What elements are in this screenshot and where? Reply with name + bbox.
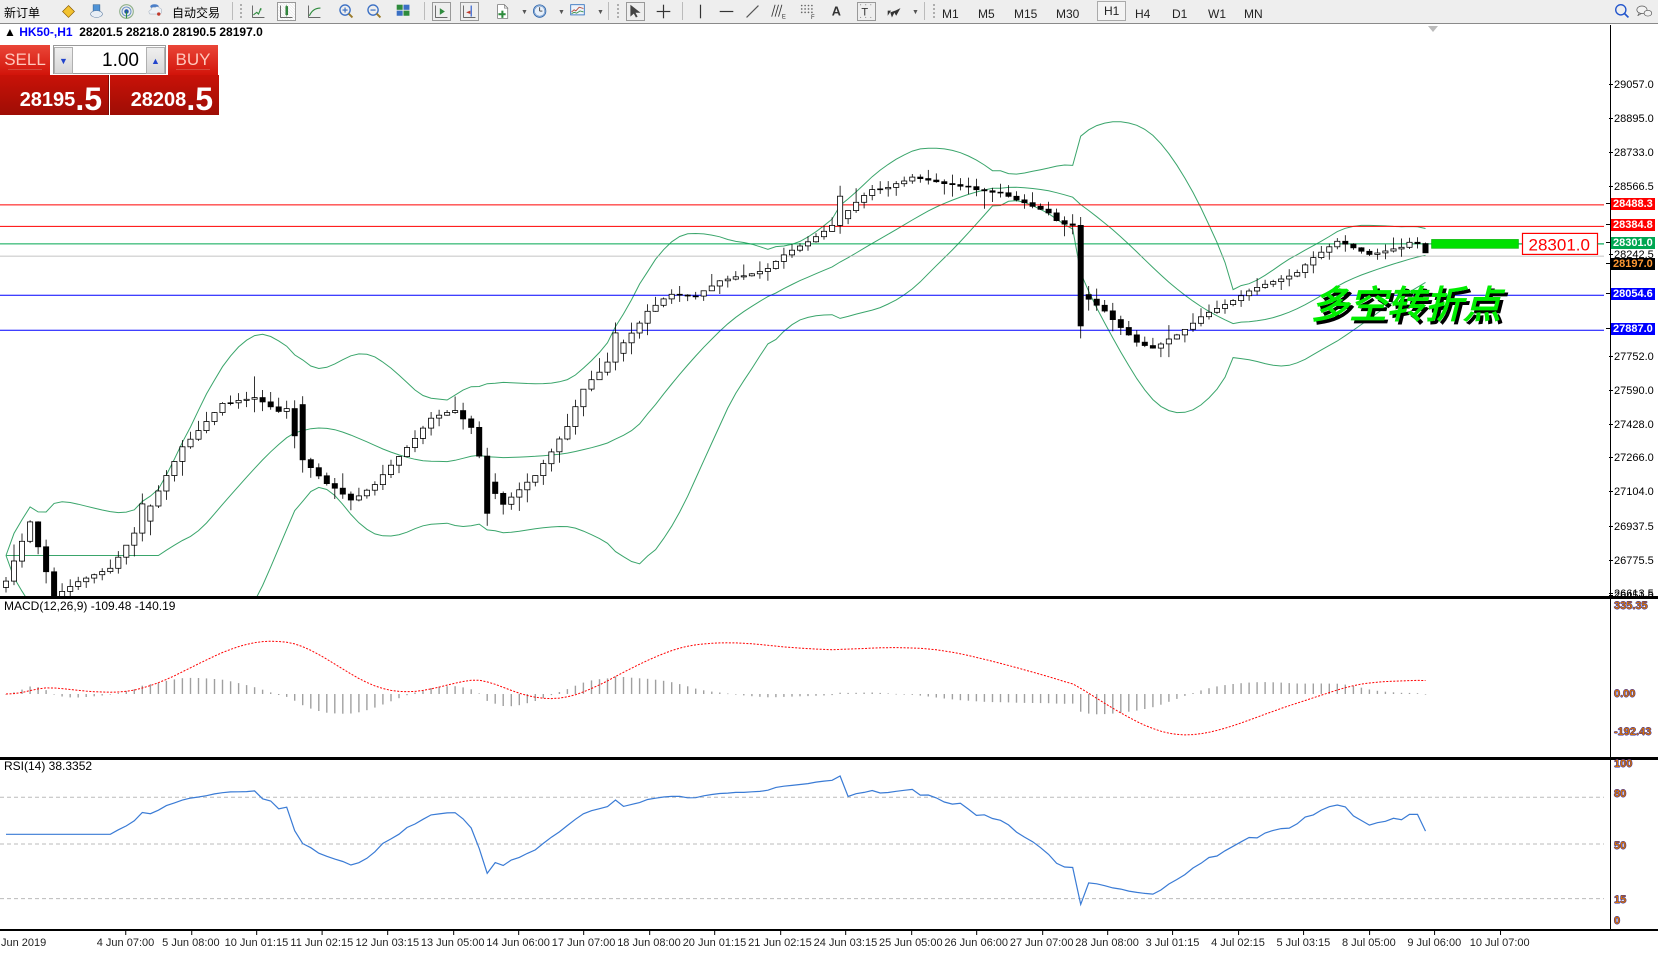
- svg-text:MACD(12,26,9) -109.48 -140.19: MACD(12,26,9) -109.48 -140.19: [4, 599, 176, 613]
- svg-text:E: E: [782, 14, 786, 20]
- svg-text:A: A: [832, 4, 841, 19]
- svg-text:28301.0: 28301.0: [1529, 235, 1590, 254]
- svg-text:T: T: [861, 6, 868, 18]
- svg-text:RSI(14) 38.3352: RSI(14) 38.3352: [4, 759, 92, 773]
- svg-text:多空转折点: 多空转折点: [1311, 285, 1506, 327]
- svg-text:F: F: [811, 15, 815, 20]
